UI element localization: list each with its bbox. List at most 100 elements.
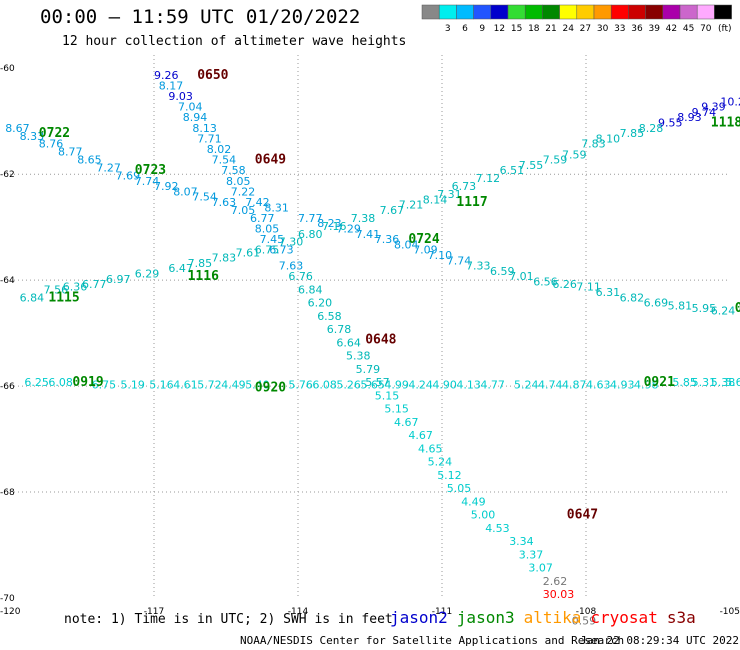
wave-height-value: 8.28 <box>639 122 664 135</box>
wave-height-value: 7.74 <box>135 175 160 188</box>
wave-height-value: 7.27 <box>96 162 121 175</box>
wave-height-value: 8.10 <box>596 132 621 145</box>
legend-label: 45 <box>683 24 694 34</box>
pass-time-label: 0650 <box>197 68 228 83</box>
wave-height-value: 5.24 <box>514 379 539 392</box>
wave-height-value: 7.63 <box>279 260 304 273</box>
legend-label: 33 <box>614 24 625 34</box>
lat-tick-label: -62 <box>0 170 15 180</box>
satellite-name: jason3 <box>456 608 515 627</box>
wave-height-value: 9.26 <box>154 69 179 82</box>
wave-height-value: 5.85 <box>672 376 697 389</box>
wave-height-value: 6.58 <box>317 310 342 323</box>
wave-height-value: 7.58 <box>221 164 246 177</box>
wave-height-value: 7.71 <box>197 132 222 145</box>
wave-height-value: 5.72 <box>197 379 222 392</box>
legend-swatch <box>490 4 509 20</box>
wave-height-value: 8.05 <box>255 222 279 235</box>
legend-swatch <box>679 4 698 20</box>
wave-height-value: 5.12 <box>437 469 462 482</box>
legend-label: 12 <box>494 24 505 34</box>
wave-height-value: 5.15 <box>375 389 400 402</box>
wave-height-value: 8.17 <box>159 79 184 92</box>
satellite-name: jason2 <box>390 608 448 627</box>
pass-time-label: 1116 <box>188 269 219 284</box>
wave-height-value: 8.02 <box>207 143 232 156</box>
legend-label: 42 <box>666 24 677 34</box>
wave-height-value: 8.13 <box>192 122 217 135</box>
wave-height-value: 3.07 <box>528 562 553 575</box>
wave-height-value: 5.6 <box>725 376 740 389</box>
lat-tick-label: -66 <box>0 382 15 392</box>
wave-height-value: 7.63 <box>212 196 237 209</box>
wave-height-value: 6.77 <box>82 278 107 291</box>
wave-height-value: 8.23 <box>317 217 342 230</box>
wave-height-value: 4.77 <box>480 379 505 392</box>
satellite-name: altika <box>523 608 582 627</box>
lat-tick-label: -68 <box>0 488 15 498</box>
wave-height-value: 8.76 <box>39 138 64 151</box>
wave-height-value: 6.64 <box>336 336 361 349</box>
lon-tick-label: -120 <box>0 607 21 617</box>
wave-height-value: 7.77 <box>298 212 323 225</box>
lat-tick-label: -64 <box>0 276 15 286</box>
footer-credit: NOAA/NESDIS Center for Satellite Applica… <box>240 634 625 647</box>
wave-height-value: 7.54 <box>212 154 237 167</box>
pass-time-label: 0921 <box>644 375 675 390</box>
wave-height-value: 4.49 <box>221 379 246 392</box>
wave-height-value: 6.59 <box>490 265 515 278</box>
legend-swatch <box>628 4 646 20</box>
wave-height-value: 6.97 <box>106 273 131 286</box>
wave-height-value: 4.90 <box>432 379 457 392</box>
wave-height-value: 7.41 <box>356 228 381 241</box>
wave-height-value: 6.29 <box>135 267 160 280</box>
legend-swatch <box>610 4 629 20</box>
pass-time-label: 1115 <box>48 290 79 305</box>
legend-label: 39 <box>648 24 660 34</box>
wave-height-value: 6.08 <box>312 379 337 392</box>
legend-swatch <box>542 4 560 20</box>
wave-height-value: 5.16 <box>149 379 174 392</box>
legend-label: 36 <box>631 24 643 34</box>
lon-tick-label: -108 <box>576 607 597 617</box>
wave-height-value: 9.39 <box>701 101 726 114</box>
axis-tick-labels: -120 -117 -114 -111 -108 -105 -60 -62 -64 -66 -68 -… <box>0 64 740 617</box>
wave-height-value: 7.69 <box>116 169 141 182</box>
legend-label: 6 <box>462 24 468 34</box>
wave-height-value: 6.26 <box>552 278 577 291</box>
wave-height-value: 5.24 <box>428 456 453 469</box>
wave-height-value: 8.31 <box>264 201 289 214</box>
legend-swatch <box>714 4 732 20</box>
wave-height-value: 6.51 <box>500 164 524 177</box>
legend-label: 18 <box>528 24 540 34</box>
legend-swatch <box>593 4 612 20</box>
wave-height-value: 9.74 <box>692 106 717 119</box>
wave-height-value: 8.77 <box>58 146 83 159</box>
legend-swatch <box>473 4 492 20</box>
legend-swatch <box>662 4 681 20</box>
lat-tick-label: -60 <box>0 64 15 74</box>
satellite-name: s3a <box>666 608 696 627</box>
wave-height-value: 5.38 <box>711 376 736 389</box>
wave-height-value: 5.81 <box>668 299 693 312</box>
legend-label: 24 <box>562 24 574 34</box>
legend-swatch <box>645 4 664 20</box>
wave-height-value: 5.19 <box>120 379 144 392</box>
wave-height-value: 7.61 <box>236 246 261 259</box>
legend-label: 70 <box>700 24 712 34</box>
wave-height-value: 7.54 <box>192 191 217 204</box>
wave-height-value: 7.45 <box>260 233 285 246</box>
wave-height-value: 10.2 <box>720 95 740 108</box>
pass-time-label: 0648 <box>365 333 396 348</box>
wave-height-value: 7.10 <box>428 249 453 262</box>
wave-height-value: 4.98 <box>634 379 659 392</box>
wave-height-value: 4.65 <box>418 442 443 455</box>
wave-height-value: 5.40 <box>245 379 270 392</box>
wave-height-value: 6.80 <box>298 228 323 241</box>
pass-time-label: 07 <box>735 301 740 316</box>
wave-height-value: 7.59 <box>543 154 568 167</box>
wave-height-value: 6.78 <box>327 323 352 336</box>
wave-height-value: 8.14 <box>423 193 448 206</box>
wave-height-value: 6.69 <box>644 297 669 310</box>
